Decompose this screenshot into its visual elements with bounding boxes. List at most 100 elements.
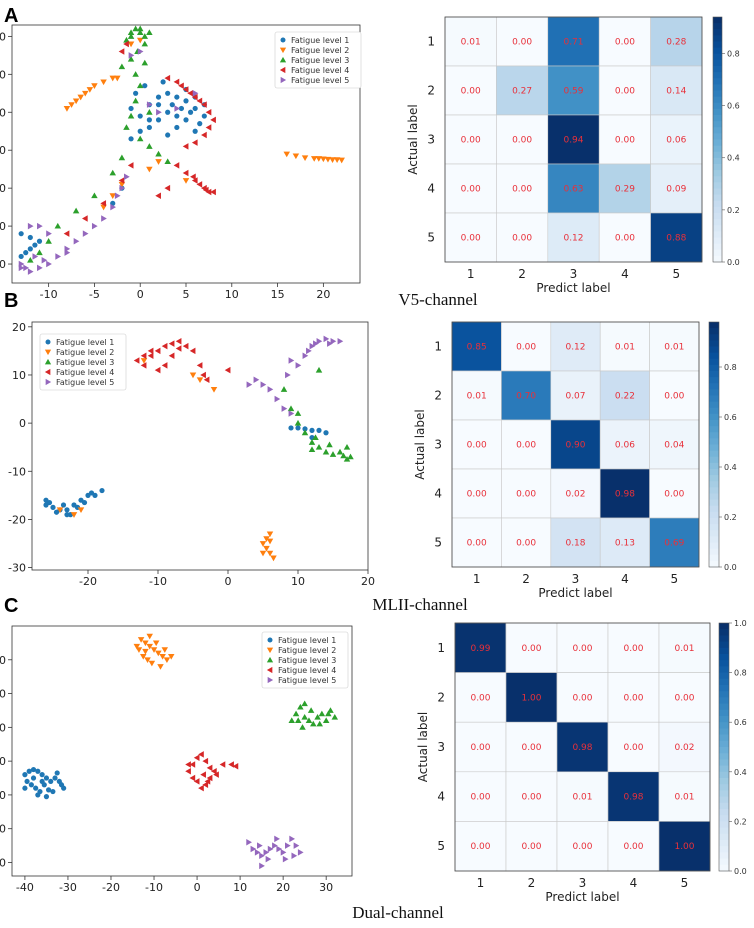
scatter-point bbox=[175, 338, 182, 345]
x-tick-label: -10 bbox=[149, 575, 167, 588]
scatter-point bbox=[274, 395, 281, 403]
scatter-point bbox=[128, 105, 134, 112]
colorbar-segment bbox=[713, 47, 722, 55]
panel-caption: MLII-channel bbox=[372, 595, 468, 614]
predict-tick-label: 4 bbox=[630, 876, 638, 890]
x-tick-label: 0 bbox=[194, 881, 201, 894]
y-tick-label: -10 bbox=[0, 789, 6, 802]
matrix-cell-value: 0.00 bbox=[623, 743, 643, 753]
x-tick-label: 20 bbox=[276, 881, 290, 894]
legend-marker-level-2 bbox=[44, 349, 52, 356]
legend-marker-level-3 bbox=[279, 56, 287, 63]
actual-tick-label: 1 bbox=[434, 340, 442, 354]
scatter-point bbox=[165, 90, 171, 96]
colorbar-segment bbox=[713, 108, 722, 116]
x-tick-label: -10 bbox=[145, 881, 163, 894]
colorbar-segment bbox=[713, 255, 722, 263]
scatter-point bbox=[266, 550, 274, 557]
scatter-point bbox=[322, 448, 330, 455]
scatter-point bbox=[326, 441, 333, 448]
colorbar-segment bbox=[719, 740, 729, 748]
scatter-series-level-5 bbox=[246, 335, 344, 417]
legend-label-level-3: Fatigue level 3 bbox=[291, 56, 349, 65]
matrix-cell-value: 0.09 bbox=[666, 185, 686, 195]
matrix-cell bbox=[444, 163, 497, 214]
y-tick-label: -20 bbox=[0, 823, 6, 836]
matrix-cell bbox=[454, 821, 507, 872]
scatter-point bbox=[297, 849, 304, 856]
matrix-cell bbox=[496, 65, 549, 116]
scatter-point bbox=[263, 545, 270, 552]
matrix-cell-value: 1.00 bbox=[674, 842, 694, 852]
scatter-point bbox=[312, 434, 319, 441]
matrix-cell-value: 0.29 bbox=[615, 185, 635, 195]
y-tick-label: -10 bbox=[8, 465, 26, 478]
x-tick-label: 10 bbox=[291, 575, 305, 588]
matrix-cell-value: 0.00 bbox=[470, 842, 490, 852]
panel-c: CDual-channel-40-30-20-100102030-30-20-1… bbox=[0, 595, 747, 922]
scatter-point bbox=[197, 121, 203, 127]
actual-tick-label: 2 bbox=[427, 84, 435, 98]
scatter-point bbox=[336, 448, 344, 455]
colorbar-segment bbox=[713, 249, 722, 257]
scatter-point bbox=[206, 764, 213, 772]
scatter-series-level-3 bbox=[288, 700, 339, 730]
colorbar-segment bbox=[713, 225, 722, 232]
scatter-point bbox=[315, 156, 323, 162]
scatter-point bbox=[306, 347, 312, 355]
scatter-point bbox=[299, 724, 306, 730]
scatter-point bbox=[263, 536, 270, 542]
colorbar-segment bbox=[709, 481, 719, 488]
scatter-point bbox=[259, 852, 265, 859]
scatter-point bbox=[205, 109, 212, 116]
scatter-point bbox=[165, 132, 171, 138]
legend-marker-level-5 bbox=[280, 76, 287, 84]
colorbar-segment bbox=[709, 334, 719, 341]
scatter-point bbox=[291, 852, 298, 859]
colorbar-segment bbox=[709, 548, 719, 556]
colorbar-segment bbox=[719, 728, 729, 736]
legend-marker-level-3 bbox=[44, 358, 52, 365]
colorbar-segment bbox=[709, 462, 719, 470]
predict-tick-label: 3 bbox=[579, 876, 587, 890]
legend-label-level-5: Fatigue level 5 bbox=[278, 676, 336, 685]
matrix-cell bbox=[607, 622, 660, 673]
scatter-point bbox=[39, 778, 45, 785]
scatter-point bbox=[224, 366, 231, 374]
matrix-cell bbox=[598, 212, 651, 263]
legend-marker-level-2 bbox=[279, 47, 287, 54]
scatter-point bbox=[309, 342, 316, 350]
colorbar-segment bbox=[719, 840, 729, 847]
scatter-point bbox=[263, 849, 270, 856]
matrix-cell bbox=[501, 321, 552, 372]
colorbar-segment bbox=[709, 401, 719, 409]
scatter-point bbox=[45, 238, 52, 244]
scatter-point bbox=[154, 347, 161, 355]
scatter-point bbox=[168, 352, 175, 359]
scatter-point bbox=[37, 222, 43, 230]
matrix-cell bbox=[454, 622, 507, 673]
matrix-cell-value: 0.00 bbox=[461, 87, 481, 97]
scatter-point bbox=[316, 427, 322, 433]
scatter-point bbox=[36, 249, 43, 256]
y-tick-label: 20 bbox=[0, 688, 6, 701]
scatter-point bbox=[267, 845, 274, 853]
scatter-point bbox=[91, 222, 98, 230]
colorbar: 0.0 0.2 0.4 0.6 0.8 1.0 bbox=[718, 619, 747, 876]
scatter-point bbox=[70, 512, 78, 518]
colorbar-segment bbox=[713, 66, 722, 73]
colorbar-segment bbox=[719, 672, 729, 680]
scatter-point bbox=[37, 264, 43, 272]
colorbar-segment bbox=[709, 346, 719, 354]
scatter-point bbox=[187, 109, 194, 115]
scatter-point bbox=[210, 188, 216, 196]
scatter-point bbox=[185, 768, 191, 775]
matrix-cell bbox=[547, 212, 600, 263]
matrix-cell-value: 0.12 bbox=[563, 234, 583, 244]
scatter-series-level-5 bbox=[246, 835, 304, 870]
scatter-point bbox=[161, 362, 168, 369]
y-axis-label: Actual label bbox=[416, 712, 430, 782]
matrix-cell bbox=[649, 321, 700, 372]
colorbar-frame bbox=[708, 321, 720, 568]
